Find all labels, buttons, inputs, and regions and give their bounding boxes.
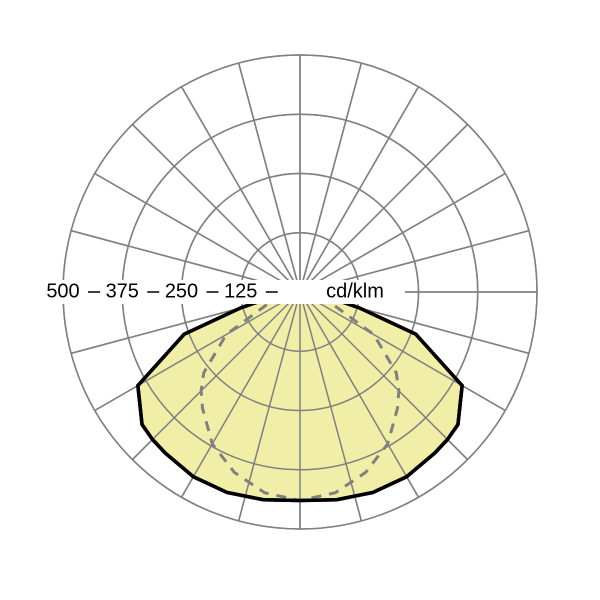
ring-label: 250 — [165, 280, 198, 302]
ring-label: 500 — [46, 280, 79, 302]
ring-label: 375 — [106, 280, 139, 302]
unit-label: cd/klm — [326, 280, 384, 302]
ring-label: 125 — [224, 280, 257, 302]
axis-labels: 500 375 250 125 cd/klm — [45, 280, 405, 304]
polar-chart: 500 375 250 125 cd/klm — [0, 0, 600, 600]
